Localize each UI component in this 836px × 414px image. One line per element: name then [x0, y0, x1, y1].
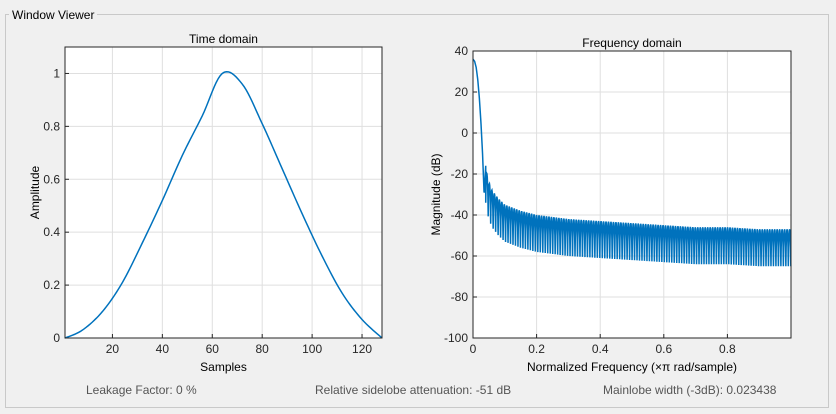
time-y-axis-label: Amplitude: [28, 166, 42, 220]
freq-axes-box: [472, 50, 792, 339]
time-x-tick-label: 120: [352, 342, 372, 356]
freq-y-tick-label: 40: [455, 44, 469, 58]
time-y-tick-label: 1: [53, 66, 60, 80]
freq-y-axis-label: Magnitude (dB): [429, 153, 443, 235]
time-x-tick-label: 20: [106, 342, 120, 356]
freq-series-line: [472, 58, 792, 267]
freq-y-tick-label: 0: [461, 126, 468, 140]
freq-x-axis-label: Normalized Frequency (×π rad/sample): [527, 360, 737, 374]
time-x-tick-label: 60: [206, 342, 220, 356]
freq-x-tick-label: 0.2: [528, 342, 545, 356]
time-y-tick-label: 0.2: [43, 278, 60, 292]
freq-x-tick-label: 0: [470, 342, 477, 356]
time-y-tick-label: 0: [53, 331, 60, 345]
freq-y-tick-label: -80: [451, 290, 469, 304]
time-y-tick-label: 0.6: [43, 172, 60, 186]
time-x-tick-label: 100: [302, 342, 322, 356]
time-chart-title: Time domain: [189, 32, 258, 46]
time-x-tick-label: 40: [156, 342, 170, 356]
freq-x-tick-label: 0.8: [719, 342, 736, 356]
time-y-tick-label: 0.4: [43, 225, 60, 239]
freq-y-tick-label: -100: [444, 331, 468, 345]
freq-x-tick-label: 0.6: [655, 342, 672, 356]
freq-axes: 0 0.2 0.4 0.6 0.8 -100 -80 -60 -40 -20 0 20 40 Freque…: [429, 36, 792, 374]
freq-y-tick-label: -60: [451, 249, 469, 263]
time-series-line: [64, 70, 383, 339]
leakage-factor-label: Leakage Factor: 0 %: [86, 383, 197, 397]
freq-plot-background: [473, 51, 791, 338]
time-y-tick-label: 0.8: [43, 119, 60, 133]
freq-y-tick-label: -40: [451, 208, 469, 222]
sidelobe-attenuation-label: Relative sidelobe attenuation: -51 dB: [315, 383, 512, 397]
window-viewer-panel: [5, 14, 829, 408]
freq-x-tick-label: 0.4: [592, 342, 609, 356]
time-axes: 20 40 60 80 100 120 0 0.2 0.4 0.6 0.8 1 Time domain S…: [28, 32, 383, 374]
time-x-axis-label: Samples: [200, 360, 247, 374]
freq-chart-title: Frequency domain: [582, 36, 681, 50]
freq-y-tick-label: 20: [455, 85, 469, 99]
time-x-tick-label: 80: [256, 342, 270, 356]
freq-y-tick-label: -20: [451, 167, 469, 181]
mainlobe-width-label: Mainlobe width (-3dB): 0.023438: [603, 383, 777, 397]
panel-title: Window Viewer: [9, 8, 98, 22]
time-axes-box: [64, 46, 383, 339]
